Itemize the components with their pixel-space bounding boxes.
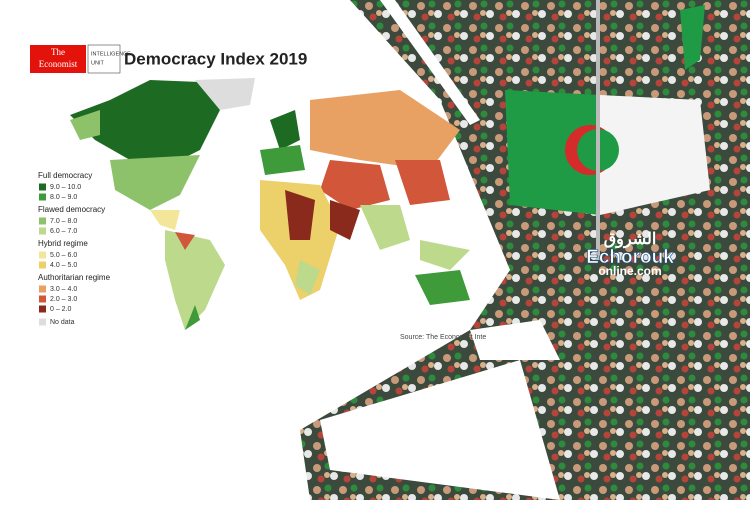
legend-label: 4.0 – 5.0	[50, 262, 77, 269]
legend-swatch	[39, 285, 46, 293]
legend-group: Flawed democracy	[38, 205, 105, 214]
legend-group: Authoritarian regime	[38, 273, 111, 282]
unit-box	[87, 44, 121, 74]
shard	[380, 0, 480, 125]
flags	[505, 0, 710, 260]
legend-label: 8.0 – 9.0	[50, 194, 77, 201]
shard	[470, 320, 560, 360]
legend-swatch	[39, 227, 46, 235]
legend-label: 2.0 – 3.0	[50, 296, 77, 303]
legend-swatch	[39, 318, 46, 326]
logo-domain: online.com	[598, 264, 661, 278]
legend-swatch	[39, 295, 46, 303]
brand: The	[51, 47, 65, 57]
legend-swatch	[39, 305, 46, 313]
legend-swatch	[39, 217, 46, 225]
unit: UNIT	[91, 60, 104, 66]
legend-label: 5.0 – 6.0	[50, 252, 77, 259]
legend-label: 6.0 – 7.0	[50, 228, 77, 235]
legend-swatch	[39, 193, 46, 201]
unit: INTELLIGENCE	[91, 51, 131, 57]
source: Source: The Economist Inte	[400, 334, 486, 341]
legend-swatch	[39, 261, 46, 269]
legend-swatch	[39, 183, 46, 191]
legend-label: 7.0 – 8.0	[50, 218, 77, 225]
legend-group: Full democracy	[38, 171, 92, 180]
legend: Full democracy 9.0 – 10.0 8.0 – 9.0 Flawed …	[38, 171, 111, 326]
legend-label: 3.0 – 4.0	[50, 286, 77, 293]
legend-group: Hybrid regime	[38, 239, 88, 248]
logo-name: Echorouk	[586, 247, 674, 268]
brand: Economist	[39, 59, 78, 69]
legend-label: 0 – 2.0	[50, 306, 72, 313]
map-title: Democracy Index 2019	[124, 49, 307, 68]
brand-box	[30, 45, 86, 73]
legend-swatch	[39, 251, 46, 259]
shard	[320, 360, 560, 500]
logo: الشروق Echorouk online.com	[586, 231, 675, 278]
world-map	[70, 78, 470, 330]
legend-label: 9.0 – 10.0	[50, 184, 81, 191]
legend-label: No data	[50, 319, 75, 326]
logo-arabic: الشروق	[604, 231, 657, 249]
